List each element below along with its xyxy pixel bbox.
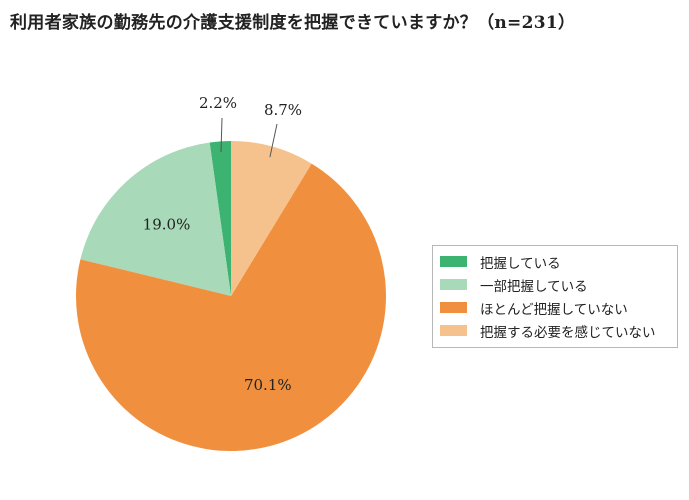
legend-item-partially-understood: 一部把握している xyxy=(433,273,677,296)
legend-swatch-partially-understood xyxy=(440,279,467,290)
legend-swatch-no-need xyxy=(440,325,467,336)
chart-title: 利用者家族の勤務先の介護支援制度を把握できていますか？（n=231） xyxy=(10,13,576,33)
leader-lines xyxy=(220,117,278,158)
pie-slice-mostly-not-understood xyxy=(76,163,387,452)
pie-slice-no-need xyxy=(231,141,312,296)
slice-label-no-need: 8.7% xyxy=(264,101,302,119)
pie-slice-partially-understood xyxy=(80,142,232,296)
legend-swatch-understood xyxy=(440,256,467,267)
legend-label-no-need: 把握する必要を感じていない xyxy=(480,324,656,341)
legend-label-partially-understood: 一部把握している xyxy=(480,278,588,295)
pie-slices xyxy=(76,141,387,452)
slice-value-labels: 2.2% 19.0% 70.1% 8.7% xyxy=(143,94,302,394)
slice-label-partially-understood: 19.0% xyxy=(143,216,191,234)
legend-label-understood: 把握している xyxy=(480,255,561,272)
legend-swatch-mostly-not-understood xyxy=(440,302,467,313)
leader-line-understood xyxy=(220,117,223,153)
slice-label-mostly-not-understood: 70.1% xyxy=(244,376,292,394)
slice-label-understood: 2.2% xyxy=(199,94,237,112)
legend: 把握している 一部把握している ほとんど把握していない 把握する必要を感じていな… xyxy=(432,245,678,348)
legend-item-mostly-not-understood: ほとんど把握していない xyxy=(433,296,677,319)
leader-line-no-need xyxy=(269,123,278,158)
pie-slice-understood xyxy=(209,141,231,296)
legend-label-mostly-not-understood: ほとんど把握していない xyxy=(480,301,628,318)
legend-item-understood: 把握している xyxy=(433,250,677,273)
legend-item-no-need: 把握する必要を感じていない xyxy=(433,319,677,342)
